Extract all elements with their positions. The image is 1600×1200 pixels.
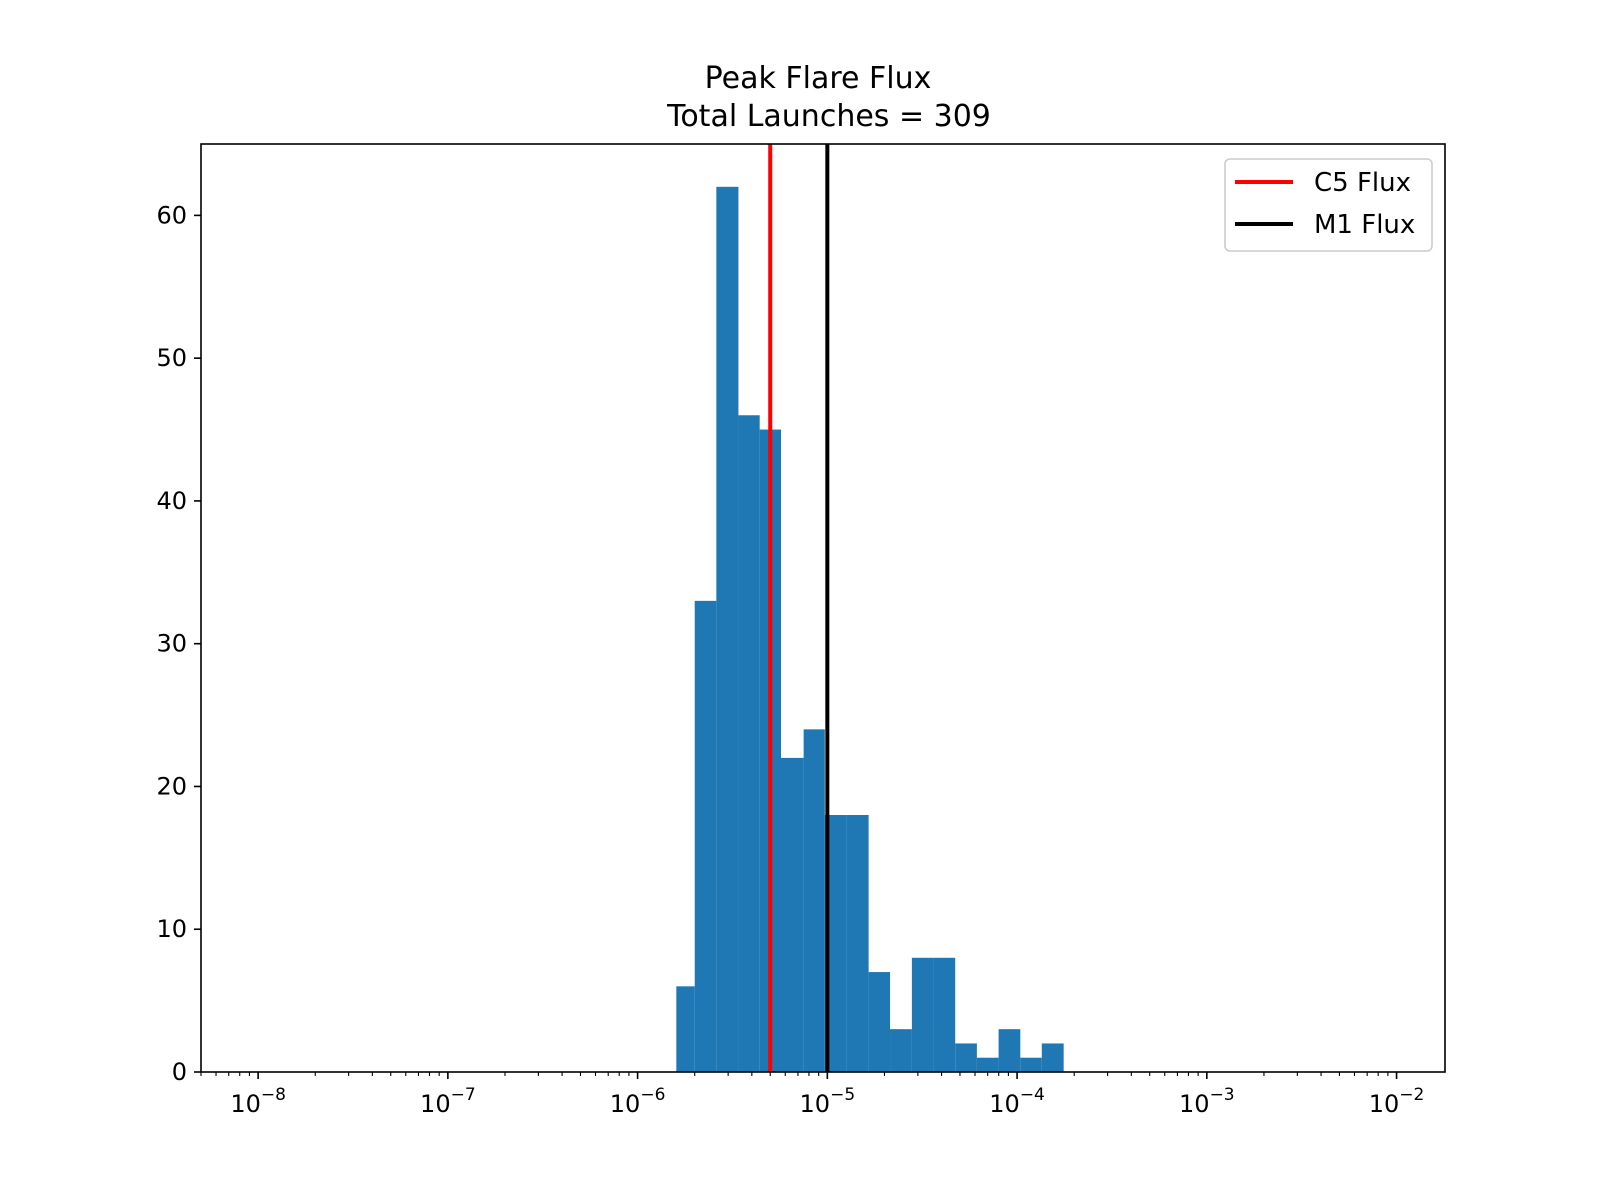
y-axis: 0 10 20 30 40 50 60 (156, 201, 201, 1086)
histogram-bars (676, 186, 1064, 1073)
histogram-bar-7 (824, 815, 847, 1072)
histogram-bar-9 (868, 972, 891, 1072)
legend: C5 Flux M1 Flux (1224, 158, 1433, 252)
x-tick-exponent: −8 (261, 1085, 286, 1105)
histogram-bar-10 (890, 1029, 912, 1072)
x-tick-label: 10−6 (610, 1085, 666, 1118)
x-tick-label: 10−3 (1179, 1085, 1235, 1118)
x-tick-base: 10 (1179, 1090, 1210, 1118)
histogram-bar-13 (955, 1043, 977, 1072)
histogram-bar-12 (933, 957, 956, 1072)
x-tick-exponent: −3 (1210, 1085, 1235, 1105)
reference-lines (768, 144, 830, 1072)
x-axis: 10−8 10−7 10−6 10−5 10−4 10−3 10−2 (200, 1072, 1425, 1118)
x-tick-exponent: −5 (830, 1085, 855, 1105)
histogram-bar-2 (716, 186, 739, 1073)
chart-subtitle: Total Launches = 309 (666, 99, 991, 134)
histogram-bar-6 (803, 729, 825, 1072)
x-tick-exponent: −4 (1020, 1085, 1045, 1105)
legend-label: C5 Flux (1314, 168, 1411, 198)
chart-title: Peak Flare Flux (705, 61, 932, 96)
x-tick-exponent: −6 (640, 1085, 665, 1105)
histogram-bar-3 (738, 415, 760, 1072)
y-tick-label: 20 (156, 772, 187, 800)
x-tick-label: 10−4 (989, 1085, 1045, 1118)
histogram-bar-11 (911, 957, 934, 1072)
histogram-bar-17 (1041, 1043, 1064, 1072)
x-tick-base: 10 (420, 1090, 451, 1118)
histogram-bar-15 (998, 1029, 1021, 1072)
x-tick-base: 10 (989, 1090, 1020, 1118)
x-tick-label: 10−7 (420, 1085, 476, 1118)
histogram-bar-5 (781, 757, 804, 1072)
histogram-bar-0 (676, 986, 695, 1072)
x-tick-exponent: −7 (451, 1085, 476, 1105)
x-tick-base: 10 (1369, 1090, 1400, 1118)
histogram-bar-8 (846, 815, 869, 1072)
y-tick-label: 30 (156, 630, 187, 658)
y-tick-label: 50 (156, 344, 187, 372)
x-tick-base: 10 (230, 1090, 261, 1118)
x-tick-label: 10−5 (800, 1085, 856, 1118)
legend-label: M1 Flux (1314, 210, 1415, 240)
x-tick-base: 10 (800, 1090, 831, 1118)
x-tick-label: 10−2 (1369, 1085, 1425, 1118)
plot-frame (200, 143, 1446, 1073)
y-tick-label: 60 (156, 201, 187, 229)
x-tick-label: 10−8 (230, 1085, 286, 1118)
x-tick-base: 10 (610, 1090, 641, 1118)
histogram-bar-14 (976, 1057, 999, 1072)
x-tick-exponent: −2 (1399, 1085, 1424, 1105)
y-tick-label: 10 (156, 915, 187, 943)
y-tick-label: 0 (172, 1058, 187, 1086)
histogram-bar-1 (694, 600, 717, 1072)
histogram-bar-16 (1020, 1057, 1042, 1072)
y-tick-label: 40 (156, 487, 187, 515)
